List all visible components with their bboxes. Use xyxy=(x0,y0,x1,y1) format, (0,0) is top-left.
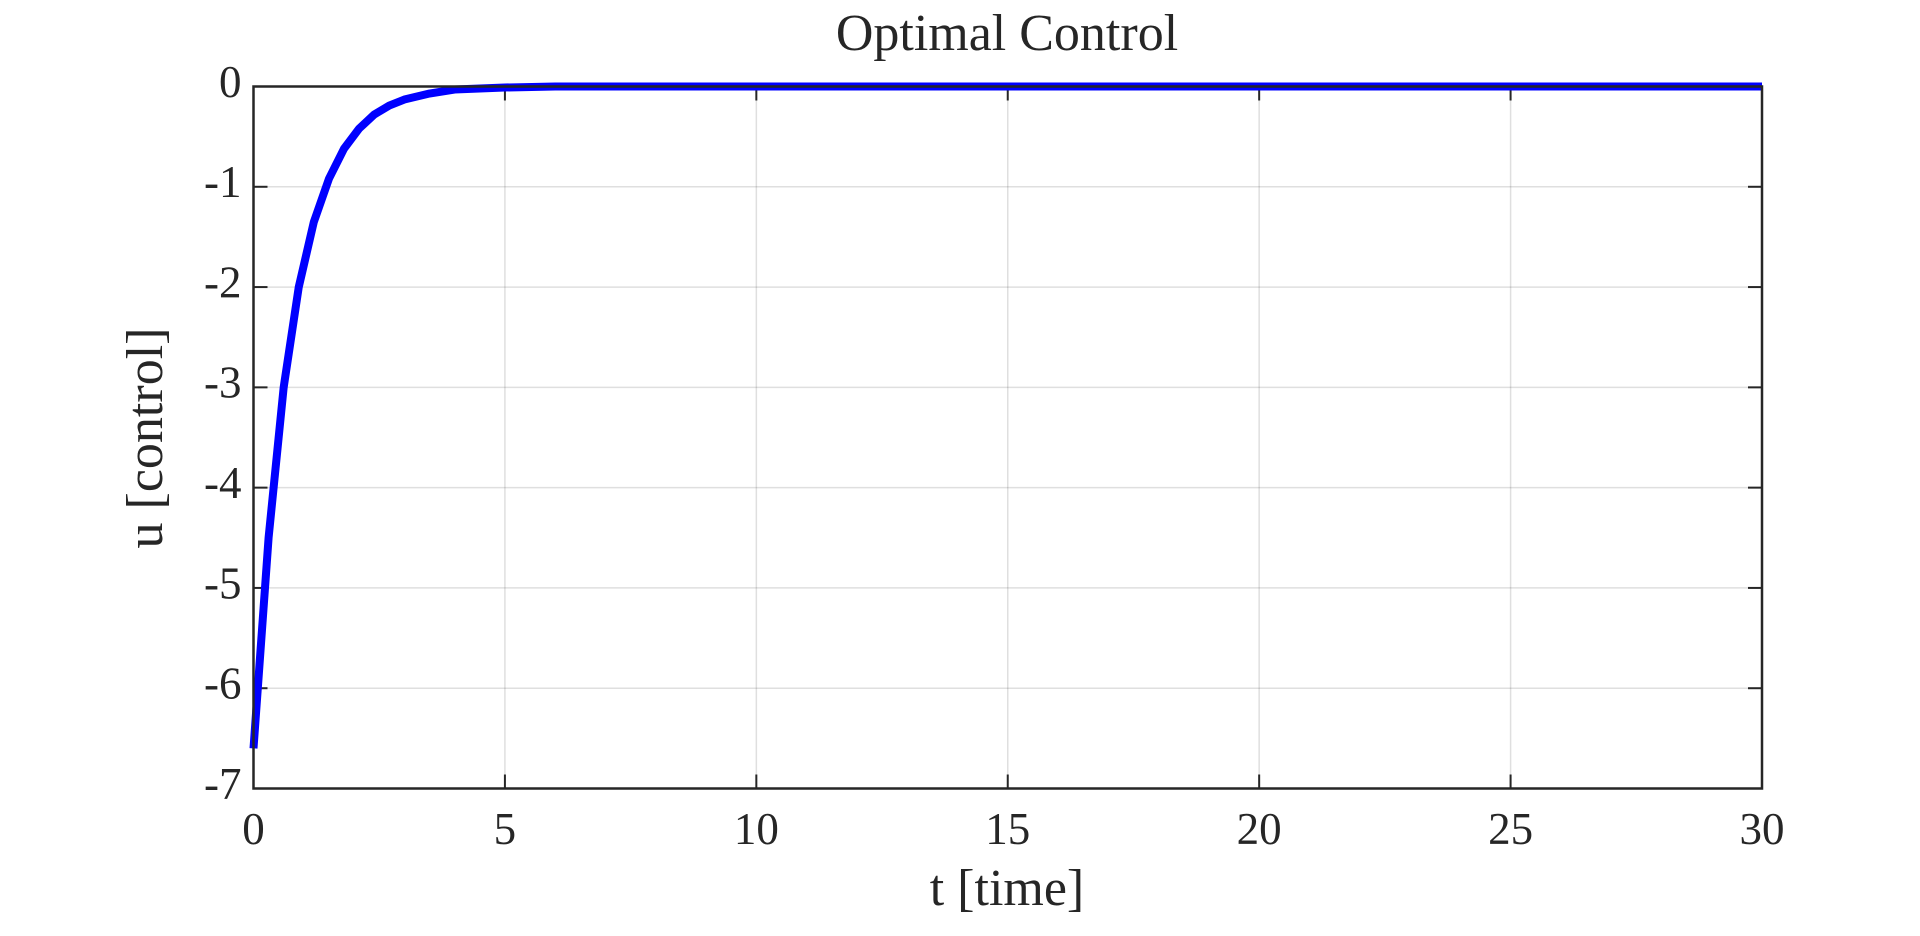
y-tick-label: -4 xyxy=(204,458,242,508)
x-tick-label: 30 xyxy=(1740,804,1785,854)
y-tick-label: -3 xyxy=(204,358,242,408)
chart-title: Optimal Control xyxy=(836,5,1178,62)
x-axis-label: t [time] xyxy=(930,860,1085,917)
x-tick-label: 5 xyxy=(494,804,517,854)
plot-frame xyxy=(252,85,1764,790)
y-tick-label: -6 xyxy=(204,659,242,709)
x-tick-label: 20 xyxy=(1237,804,1282,854)
y-tick-label: -2 xyxy=(204,257,242,307)
y-tick-label: -5 xyxy=(204,558,242,608)
y-tick-label: -1 xyxy=(204,157,242,207)
y-tick-label: 0 xyxy=(219,57,242,107)
x-tick-label: 0 xyxy=(242,804,265,854)
y-axis-label: u [control] xyxy=(117,328,174,549)
x-tick-label: 15 xyxy=(985,804,1030,854)
x-tick-label: 10 xyxy=(734,804,779,854)
x-tick-label: 25 xyxy=(1488,804,1533,854)
y-tick-label: -7 xyxy=(204,759,242,809)
